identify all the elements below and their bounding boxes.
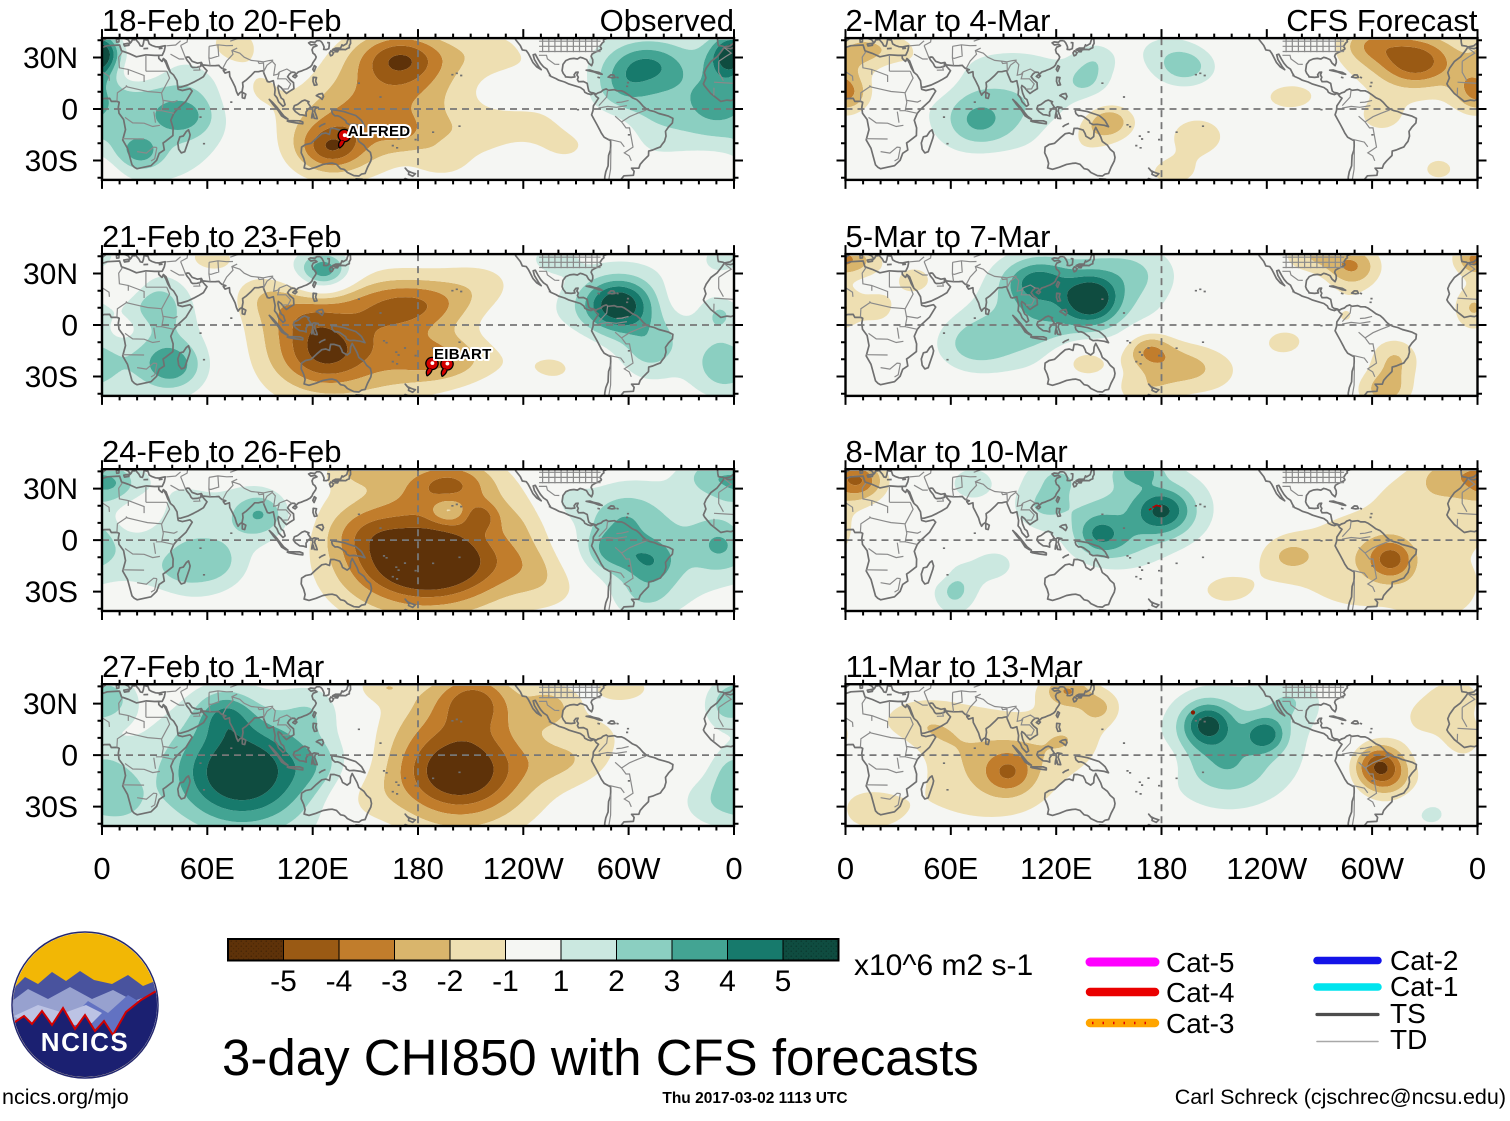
svg-text:-2: -2 (437, 965, 464, 998)
svg-text:TS: TS (1390, 998, 1426, 1029)
svg-text:-3: -3 (381, 965, 408, 998)
svg-text:60W: 60W (1340, 851, 1404, 886)
svg-text:0: 0 (61, 94, 78, 127)
svg-text:3-day CHI850 with CFS forecast: 3-day CHI850 with CFS forecasts (222, 1029, 979, 1086)
svg-text:180: 180 (392, 851, 444, 886)
svg-text:Cat-3: Cat-3 (1166, 1008, 1234, 1039)
svg-text:21-Feb to 23-Feb: 21-Feb to 23-Feb (102, 219, 342, 254)
svg-text:Cat-2: Cat-2 (1390, 945, 1458, 976)
svg-text:TD: TD (1390, 1024, 1427, 1055)
svg-text:0: 0 (61, 525, 78, 558)
svg-text:Cat-4: Cat-4 (1166, 977, 1234, 1008)
svg-text:0: 0 (61, 310, 78, 343)
svg-text:30S: 30S (25, 145, 78, 178)
svg-text:60E: 60E (923, 851, 978, 886)
svg-text:1: 1 (553, 965, 570, 998)
svg-text:0: 0 (1469, 851, 1486, 886)
svg-text:0: 0 (93, 851, 110, 886)
svg-text:30N: 30N (23, 42, 78, 75)
svg-text:5-Mar to 7-Mar: 5-Mar to 7-Mar (846, 219, 1051, 254)
svg-text:18-Feb to 20-Feb: 18-Feb to 20-Feb (102, 3, 342, 38)
svg-text:27-Feb to 1-Mar: 27-Feb to 1-Mar (102, 649, 324, 684)
svg-text:x10^6 m2 s-1: x10^6 m2 s-1 (854, 949, 1033, 982)
svg-text:-4: -4 (326, 965, 353, 998)
svg-text:120W: 120W (1226, 851, 1308, 886)
svg-text:Cat-1: Cat-1 (1390, 971, 1458, 1002)
svg-text:Cat-5: Cat-5 (1166, 947, 1234, 978)
svg-text:Carl Schreck (cjschrec@ncsu.ed: Carl Schreck (cjschrec@ncsu.edu) (1175, 1085, 1506, 1109)
svg-text:24-Feb to 26-Feb: 24-Feb to 26-Feb (102, 434, 342, 469)
svg-text:ncics.org/mjo: ncics.org/mjo (2, 1085, 129, 1109)
svg-text:ALFRED: ALFRED (348, 123, 411, 140)
svg-text:60E: 60E (180, 851, 235, 886)
svg-text:30N: 30N (23, 258, 78, 291)
svg-text:0: 0 (837, 851, 854, 886)
svg-text:120E: 120E (1020, 851, 1092, 886)
svg-text:180: 180 (1136, 851, 1188, 886)
svg-text:EIBART: EIBART (434, 346, 492, 363)
svg-text:60W: 60W (597, 851, 661, 886)
svg-text:Observed: Observed (600, 3, 734, 38)
svg-text:30N: 30N (23, 688, 78, 721)
svg-text:120E: 120E (276, 851, 348, 886)
svg-text:11-Mar to 13-Mar: 11-Mar to 13-Mar (846, 649, 1083, 684)
svg-text:8-Mar to 10-Mar: 8-Mar to 10-Mar (846, 434, 1068, 469)
svg-text:-5: -5 (270, 965, 297, 998)
svg-text:30N: 30N (23, 473, 78, 506)
svg-text:2: 2 (608, 965, 625, 998)
svg-text:30S: 30S (25, 576, 78, 609)
svg-text:30S: 30S (25, 791, 78, 824)
svg-text:NCICS: NCICS (41, 1027, 129, 1057)
svg-text:120W: 120W (483, 851, 565, 886)
svg-text:CFS Forecast: CFS Forecast (1286, 3, 1478, 38)
svg-text:2-Mar to 4-Mar: 2-Mar to 4-Mar (846, 3, 1051, 38)
svg-text:30S: 30S (25, 361, 78, 394)
svg-text:-1: -1 (492, 965, 519, 998)
svg-text:4: 4 (719, 965, 736, 998)
svg-text:3: 3 (664, 965, 681, 998)
svg-text:ALFRED: ALFRED (348, 123, 411, 140)
svg-text:EIBART: EIBART (434, 346, 492, 363)
svg-text:Thu 2017-03-02 1113 UTC: Thu 2017-03-02 1113 UTC (662, 1090, 847, 1107)
svg-text:5: 5 (775, 965, 792, 998)
svg-text:0: 0 (725, 851, 742, 886)
svg-text:0: 0 (61, 740, 78, 773)
